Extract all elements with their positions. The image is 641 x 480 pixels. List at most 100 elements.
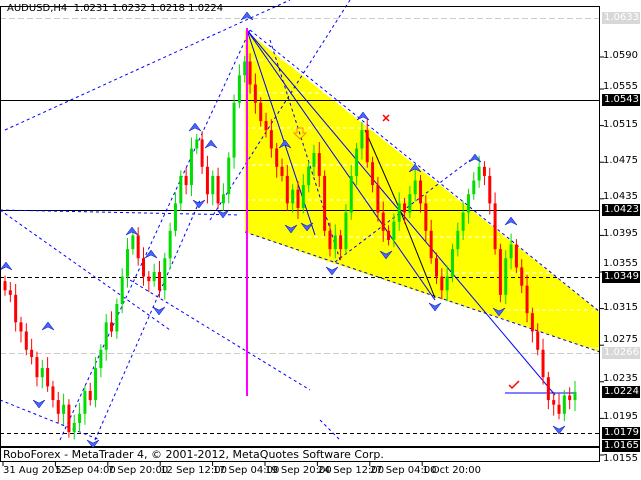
candle-body: [450, 249, 454, 277]
candle: [536, 323, 540, 356]
fractal-up-icon: [468, 153, 482, 163]
candle-body: [461, 212, 465, 231]
candle-body: [243, 61, 247, 76]
candle-body: [24, 331, 28, 350]
candle: [243, 56, 247, 83]
fractal-down-icon: [32, 399, 46, 409]
candle-body: [131, 235, 135, 250]
candle: [152, 263, 156, 287]
candle: [296, 181, 300, 219]
candle: [56, 391, 60, 423]
candle: [498, 243, 502, 303]
candle-body: [573, 391, 577, 401]
candle: [445, 265, 449, 302]
candle: [317, 142, 321, 187]
candle: [307, 161, 311, 193]
candle-body: [344, 212, 348, 250]
candle: [365, 119, 369, 168]
candle: [413, 169, 417, 202]
copyright-label: RoboForex - MetaTrader 4, © 2001-2012, M…: [3, 448, 384, 461]
candle-body: [280, 166, 284, 176]
fractal-up-icon: [408, 163, 422, 173]
candle: [184, 167, 188, 195]
candle-body: [104, 322, 108, 350]
candle: [147, 271, 151, 293]
candle-body: [301, 185, 305, 208]
candle-body: [8, 290, 12, 295]
ohlc-readout: 1.0231 1.0232 1.0218 1.0224: [73, 3, 224, 14]
credit-box: [0, 447, 600, 462]
price-tick-label: 1.0475: [603, 155, 638, 166]
candle: [51, 380, 55, 408]
candle-body: [40, 368, 44, 378]
candle-body: [434, 258, 438, 277]
candle: [530, 307, 534, 343]
candle-body: [62, 404, 66, 414]
candle-body: [482, 166, 486, 176]
candle-body: [477, 166, 481, 181]
candle-body: [136, 235, 140, 259]
candle-body: [371, 162, 375, 186]
fractal-down-icon: [428, 302, 442, 312]
candle: [24, 323, 28, 356]
fractal-down-icon: [192, 199, 206, 209]
candle-body: [472, 180, 476, 195]
candle-body: [72, 422, 76, 433]
candle: [216, 167, 220, 209]
candle: [14, 283, 18, 332]
price-tag: 1.0165: [602, 440, 640, 452]
candle-body: [413, 180, 417, 195]
candle: [482, 161, 486, 186]
symbol-label: AUDUSD,H4: [7, 3, 68, 14]
candle-body: [514, 244, 518, 268]
price-tick-label: 1.0235: [603, 373, 638, 384]
candle-body: [387, 230, 391, 240]
candle-body: [562, 395, 566, 414]
candle-body: [110, 322, 114, 332]
candle-body: [200, 139, 204, 167]
candle-body: [349, 175, 353, 213]
candle: [40, 359, 44, 389]
candle: [179, 170, 183, 211]
candle-body: [78, 413, 82, 423]
candle: [248, 53, 252, 94]
candle-body: [493, 203, 497, 250]
candle-body: [424, 203, 428, 231]
fractal-up-icon: [278, 139, 292, 149]
candle: [504, 250, 508, 305]
candle-body: [365, 130, 369, 163]
candle-body: [205, 166, 209, 195]
candle: [493, 192, 497, 255]
candle: [232, 94, 236, 169]
candle-body: [152, 272, 156, 282]
candle-body: [530, 313, 534, 332]
price-tick-label: 1.0515: [603, 119, 638, 130]
candle-body: [232, 102, 236, 158]
candle: [450, 243, 454, 283]
candle-body: [142, 258, 146, 277]
fractal-up-icon: [240, 11, 254, 21]
price-tag: 1.0633: [602, 12, 640, 24]
price-tag: 1.0266: [602, 347, 640, 359]
candle-body: [445, 276, 449, 291]
candle: [541, 338, 545, 385]
candle-body: [392, 221, 396, 240]
candle: [440, 268, 444, 300]
price-axis-ticks: [600, 56, 604, 456]
candle: [312, 144, 316, 176]
candle: [126, 238, 130, 288]
fractal-up-icon: [504, 216, 518, 226]
candle: [371, 156, 375, 193]
time-tick-label: 31 Aug 2012: [3, 465, 68, 476]
candle-body: [184, 175, 188, 186]
candle-body: [179, 175, 183, 204]
candle-body: [126, 249, 130, 277]
candle: [360, 121, 364, 160]
candle-body: [317, 153, 321, 176]
candle: [99, 344, 103, 378]
candle: [8, 282, 12, 303]
fractal-down-icon: [86, 439, 100, 449]
candle-body: [195, 139, 199, 149]
price-tick-label: 1.0315: [603, 302, 638, 313]
